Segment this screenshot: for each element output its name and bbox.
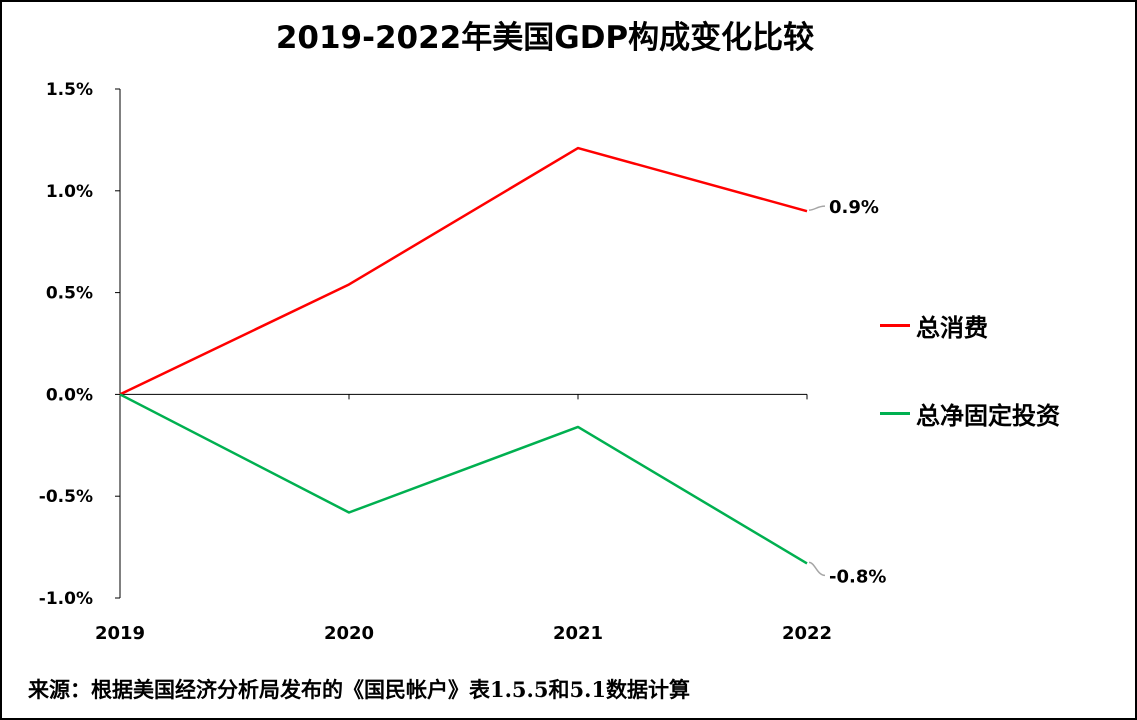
series-lines <box>119 146 808 565</box>
legend-swatch-consumption <box>880 324 910 327</box>
legend-item-investment: 总净固定投资 <box>880 396 1060 431</box>
source-note: 来源：根据美国经济分析局发布的《国民帐户》表1.5.5和5.1数据计算 <box>28 677 690 702</box>
data-label-leader <box>808 205 826 211</box>
x-tick-label: 2022 <box>782 623 832 644</box>
chart-title: 2019-2022年美国GDP构成变化比较 <box>275 20 815 56</box>
series-line-0 <box>119 146 808 396</box>
y-tick-label: 1.0% <box>46 182 93 202</box>
x-tick-label: 2021 <box>553 623 603 644</box>
y-tick-label: 0.0% <box>46 385 93 405</box>
y-tick-label: -0.5% <box>39 487 93 507</box>
legend-label-consumption: 总消费 <box>916 314 988 342</box>
legend-swatch-investment <box>880 412 910 415</box>
legend-label-investment: 总净固定投资 <box>916 402 1060 430</box>
x-tick-label: 2020 <box>324 623 374 644</box>
legend-item-consumption: 总消费 <box>880 308 988 343</box>
series-line-1 <box>119 393 808 565</box>
y-tick-label: 0.5% <box>46 284 93 304</box>
axes: 1.5% 1.0% 0.5% 0.0% -0.5% -1.0%2019 2020 2021 20… <box>39 80 832 644</box>
data-labels: 0.9% -0.8% <box>808 197 886 587</box>
x-tick-label: 2019 <box>95 623 145 644</box>
y-tick-label: 1.5% <box>46 80 93 100</box>
data-label-leader <box>808 561 826 577</box>
y-tick-label: -1.0% <box>39 589 93 609</box>
data-label: -0.8% <box>829 566 886 587</box>
data-label: 0.9% <box>829 197 879 218</box>
